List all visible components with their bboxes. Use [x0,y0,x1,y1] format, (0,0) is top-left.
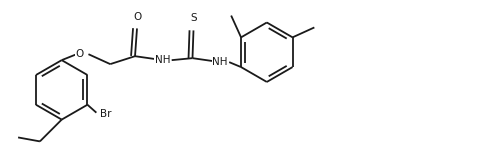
Text: S: S [190,14,197,24]
Text: NH: NH [155,55,171,65]
Text: O: O [133,12,141,21]
Text: NH: NH [213,57,228,67]
Text: O: O [75,49,84,59]
Text: Br: Br [100,109,112,119]
